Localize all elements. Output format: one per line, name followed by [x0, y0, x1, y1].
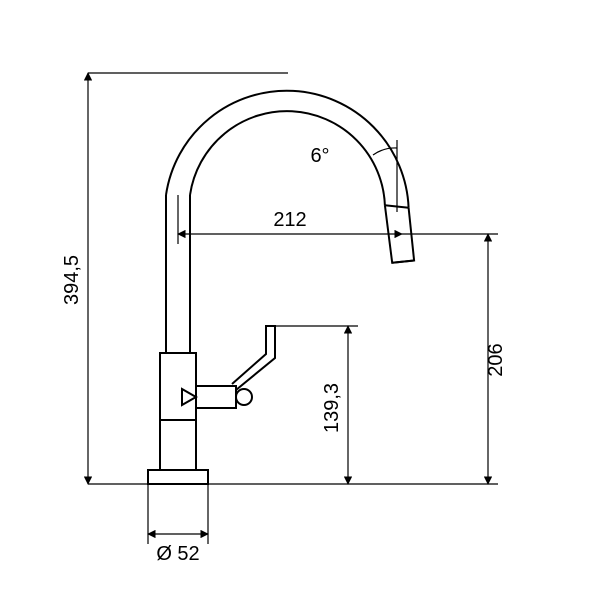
dim-height-total: 394,5	[61, 73, 288, 484]
arc-outer	[166, 91, 409, 208]
label-spout-angle: 6°	[310, 145, 329, 167]
dim-spray-drop: 206	[208, 234, 507, 484]
base-plate	[148, 470, 208, 484]
label-spray-drop: 206	[485, 343, 507, 376]
label-handle-height: 139,3	[321, 383, 343, 433]
label-height-total: 394,5	[61, 255, 83, 305]
faucet-technical-drawing: 394,5 212 6° 206 139,3 Ø 52	[0, 0, 600, 600]
faucet-outline	[148, 91, 414, 484]
dim-handle-height: 139,3	[275, 326, 358, 484]
handle-body	[160, 353, 196, 420]
arc-inner	[190, 111, 385, 205]
label-base-diameter: Ø 52	[156, 543, 199, 565]
dim-spout-reach: 212	[178, 195, 402, 244]
label-spout-reach: 212	[273, 209, 306, 231]
dim-base-diameter: Ø 52	[148, 484, 208, 565]
lower-body	[160, 420, 196, 470]
